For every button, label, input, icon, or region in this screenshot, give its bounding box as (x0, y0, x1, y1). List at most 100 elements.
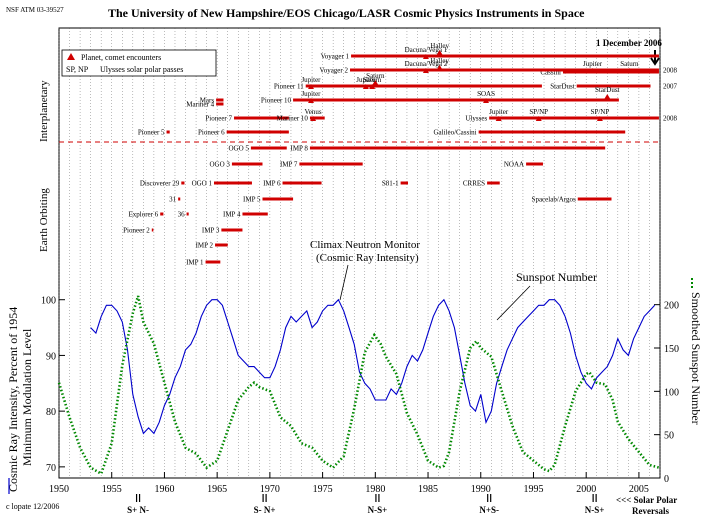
encounter-marker-icon (307, 84, 314, 89)
y-right-tick-label: 200 (664, 301, 679, 312)
encounter-label: Jupiter (301, 76, 321, 84)
x-tick-label: 1965 (207, 484, 227, 495)
legend-box (61, 49, 217, 77)
mission-label: IMP 1 (186, 259, 204, 267)
mission-label: Galileo/Cassini (433, 129, 476, 137)
y-left-title-2: Minimum Modulation Level (20, 328, 34, 466)
encounter-marker-icon (436, 50, 443, 55)
mission-label: Pioneer 10 (261, 97, 292, 105)
series-group (57, 295, 660, 476)
encounter-marker-icon (422, 54, 429, 59)
mission-label: Pioneer 11 (274, 83, 304, 91)
sunspot-label: Sunspot Number (516, 270, 597, 284)
reversal-label: N-S+ (585, 505, 605, 515)
x-tick-label: 1950 (49, 484, 69, 495)
encounter-marker-icon (436, 65, 443, 70)
y-axis-right: 0 50 100 150 200 (654, 301, 679, 485)
mission-label: Pioneer 6 (198, 129, 225, 137)
mission-label: NOAA (504, 161, 524, 169)
year-flag: 2008 (663, 115, 678, 123)
mission-label: StarDust (550, 83, 575, 91)
mission-label: OGO 3 (209, 161, 230, 169)
y-right-tick-label: 50 (664, 431, 674, 442)
encounter-label: Saturn (366, 72, 385, 80)
encounter-marker-icon (596, 116, 603, 121)
credit: c lopate 12/2006 (6, 502, 59, 511)
interplanetary-label: Interplanetary (38, 80, 50, 142)
encounter-marker-icon (307, 98, 314, 103)
encounter-label: Jupiter (583, 60, 603, 68)
encounter-label: Halley (430, 42, 449, 50)
encounter-label: Saturn (620, 60, 639, 68)
reversals-title-1: <<< Solar Polar (616, 495, 677, 505)
reversal-label: N+S- (479, 505, 499, 515)
mission-label: Explorer 6 (128, 211, 158, 219)
year-flag: 2008 (663, 67, 678, 75)
encounter-marker-icon (362, 84, 369, 89)
mission-label: IMP 3 (202, 227, 220, 235)
x-axis: 1950 1955 1960 1965 1970 1975 1980 1985 1990 1995… (49, 472, 649, 495)
encounter-marker-icon (495, 116, 502, 121)
mission-label: 31 (169, 196, 177, 204)
mission-label: Pioneer 7 (205, 115, 232, 123)
encounter-label: SP/NP (529, 108, 548, 116)
climax-sublabel: (Cosmic Ray Intensity) (316, 252, 419, 264)
y-right-title: Smoothed Sunspot Number (689, 292, 703, 425)
legend-polar: Ulysses solar polar passes (100, 65, 183, 74)
page-title: The University of New Hampshire/EOS Chic… (108, 6, 585, 20)
climax-label: Climax Neutron Monitor (310, 239, 420, 251)
mission-label: Pioneer 5 (138, 129, 165, 137)
x-tick-label: 1960 (154, 484, 174, 495)
mission-label: IMP 5 (243, 196, 261, 204)
mission-label: IMP 7 (280, 161, 298, 169)
sunspot-pointer (496, 285, 531, 321)
y-left-title-1: Cosmic Ray Intensity, Percent of 1954 (6, 307, 20, 492)
encounter-marker-icon (483, 98, 490, 103)
mission-bars: Pioneer 10 Pioneer 11 Pioneer 6 Pioneer 7 Pi… (123, 53, 659, 267)
legend-planet: Planet, comet encounters (81, 53, 161, 62)
y-left-tick-label: 70 (46, 463, 56, 474)
y-axis-left: 70 80 90 100 (41, 296, 65, 474)
x-tick-label: 2005 (629, 484, 649, 495)
encounter-label: Jupiter (301, 90, 321, 98)
polar-reversals: S+ N- S- N+ N-S+ N+S- N-S+ (127, 494, 604, 515)
mission-label: IMP 8 (290, 145, 308, 153)
encounter-label: StarDust (595, 86, 620, 94)
year-flags: 2008 2007 2008 (663, 67, 678, 123)
planet-marker-icon (67, 53, 75, 60)
encounter-label: Jupiter (356, 76, 376, 84)
neutron-monitor-line (90, 298, 656, 435)
y-left-tick-label: 90 (46, 351, 56, 362)
reversal-label: S+ N- (127, 505, 149, 515)
year-gridlines (58, 28, 661, 478)
earth-orbiting-label: Earth Orbiting (38, 188, 50, 252)
reversals-title-2: Reversals (632, 506, 669, 516)
encounter-label: Halley (430, 57, 449, 65)
mission-label: IMP 4 (223, 211, 241, 219)
legend-polar-symbol: SP, NP (66, 65, 89, 74)
mission-label: Pioneer 2 (123, 227, 150, 235)
encounter-marker-icon (369, 84, 376, 89)
mission-label: Voyager 1 (321, 53, 350, 61)
reversal-label: S- N+ (254, 505, 276, 515)
x-tick-label: 1995 (523, 484, 543, 495)
y-right-tick-label: 150 (664, 344, 679, 355)
encounter-label: Venus (305, 108, 322, 116)
x-tick-label: 1980 (365, 484, 385, 495)
y-right-tick-label: 0 (664, 474, 669, 485)
date-marker: 1 December 2006 (596, 38, 662, 48)
encounter-label: SOAS (477, 90, 495, 98)
climax-pointer (339, 264, 349, 301)
mission-label: Voyager 2 (320, 67, 349, 75)
encounter-marker-icon (422, 68, 429, 73)
year-flag: 2007 (663, 83, 678, 91)
mission-label: Discoverer 29 (140, 180, 180, 188)
y-right-tick-label: 100 (664, 387, 679, 398)
encounter-marker-icon (535, 116, 542, 121)
encounter-marker-icon (604, 94, 611, 99)
sunspot-line (57, 295, 660, 476)
encounter-label: Dacuna/Vega 2 (405, 60, 448, 68)
mission-label: Mariner 10 (277, 115, 309, 123)
